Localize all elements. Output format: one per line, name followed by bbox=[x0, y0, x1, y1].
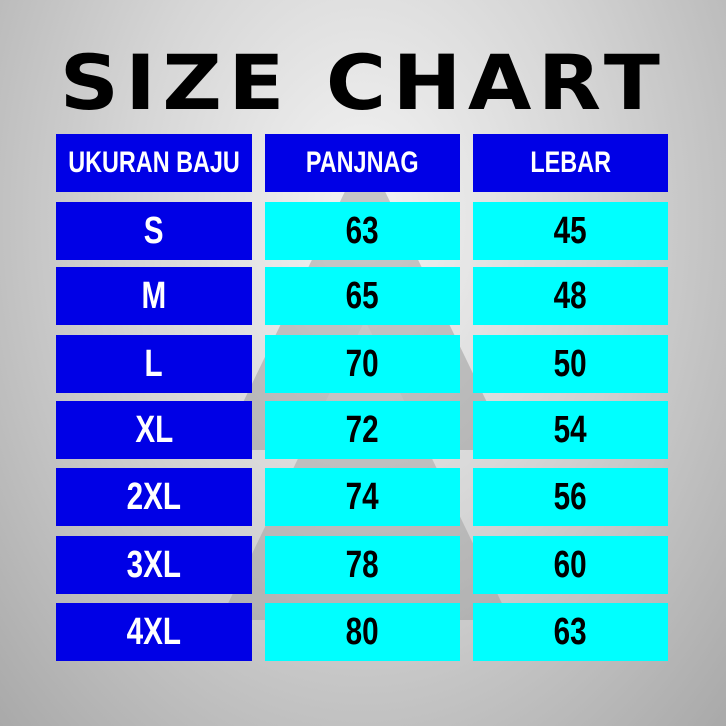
size-cell-text: 3XL bbox=[126, 543, 182, 586]
value-cell: 72 bbox=[265, 401, 460, 459]
value-cell: 63 bbox=[473, 603, 668, 661]
size-cell: XL bbox=[56, 401, 252, 459]
value-cell: 54 bbox=[473, 401, 668, 459]
size-cell: L bbox=[56, 335, 252, 393]
value-cell-text: 60 bbox=[554, 543, 587, 586]
column-header-text: LEBAR bbox=[530, 146, 611, 179]
size-cell-text: XL bbox=[135, 408, 173, 451]
size-cell: 2XL bbox=[56, 468, 252, 526]
value-cell-text: 70 bbox=[346, 342, 379, 385]
value-cell: 74 bbox=[265, 468, 460, 526]
column-header: PANJNAG bbox=[265, 134, 460, 192]
value-cell: 45 bbox=[473, 202, 668, 260]
size-cell-text: M bbox=[141, 274, 167, 317]
value-cell-text: 45 bbox=[554, 209, 587, 252]
value-cell: 56 bbox=[473, 468, 668, 526]
value-cell: 80 bbox=[265, 603, 460, 661]
value-cell: 65 bbox=[265, 267, 460, 325]
value-cell: 78 bbox=[265, 536, 460, 594]
value-cell-text: 63 bbox=[346, 209, 379, 252]
size-cell-text: L bbox=[144, 342, 164, 385]
value-cell: 63 bbox=[265, 202, 460, 260]
value-cell-text: 78 bbox=[346, 543, 379, 586]
size-cell: 4XL bbox=[56, 603, 252, 661]
value-cell-text: 74 bbox=[346, 475, 379, 518]
value-cell-text: 65 bbox=[346, 274, 379, 317]
value-cell-text: 56 bbox=[554, 475, 587, 518]
value-cell-text: 72 bbox=[346, 408, 379, 451]
value-cell-text: 48 bbox=[554, 274, 587, 317]
value-cell-text: 80 bbox=[346, 610, 379, 653]
value-cell-text: 50 bbox=[554, 342, 587, 385]
column-header-text: PANJNAG bbox=[306, 146, 419, 179]
size-cell: M bbox=[56, 267, 252, 325]
page-title: SIZE CHART bbox=[59, 38, 667, 127]
size-cell-text: 4XL bbox=[126, 610, 182, 653]
value-cell: 70 bbox=[265, 335, 460, 393]
column-header: UKURAN BAJU bbox=[56, 134, 252, 192]
size-cell-text: S bbox=[144, 209, 164, 252]
size-cell: 3XL bbox=[56, 536, 252, 594]
value-cell-text: 63 bbox=[554, 610, 587, 653]
column-header: LEBAR bbox=[473, 134, 668, 192]
value-cell-text: 54 bbox=[554, 408, 587, 451]
value-cell: 48 bbox=[473, 267, 668, 325]
size-cell-text: 2XL bbox=[126, 475, 182, 518]
column-header-text: UKURAN BAJU bbox=[68, 146, 240, 179]
value-cell: 50 bbox=[473, 335, 668, 393]
size-cell: S bbox=[56, 202, 252, 260]
value-cell: 60 bbox=[473, 536, 668, 594]
